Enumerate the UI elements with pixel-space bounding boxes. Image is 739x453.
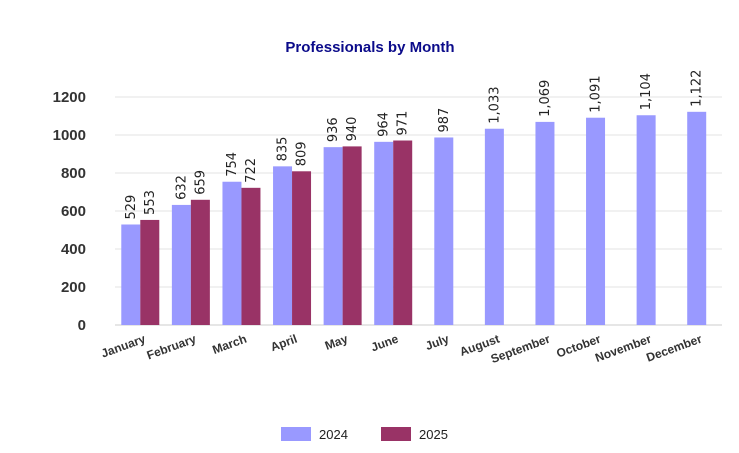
data-label: 659 [193,170,208,195]
bar-2024-february [171,204,191,325]
y-tick-label: 0 [78,317,86,334]
bar-2024-january [121,224,141,325]
data-label: 1,069 [538,80,553,117]
x-tick-label: February [145,332,198,363]
bar-2025-february [190,199,210,325]
data-labels: 529 553 632 659 754 722 835 809 936 940 964 971 987 1… [124,70,705,220]
bar-2024-march [222,181,242,325]
legend-label-2024: 2024 [319,427,348,442]
x-tick-label: May [323,332,350,353]
x-tick-label: April [269,332,299,355]
x-tick-label: November [593,332,653,365]
data-label: 964 [377,112,392,137]
bar-2024-july [434,137,454,325]
data-label: 1,122 [690,70,705,107]
y-tick-label: 1200 [53,89,86,106]
data-label: 1,104 [639,73,654,110]
bar-2024-september [535,121,555,325]
bar-2025-january [140,219,160,325]
data-label: 1,033 [487,87,502,124]
y-axis-tick-labels: 0 200 400 600 800 1000 1200 [53,89,86,334]
bar-2024-december [687,111,707,325]
x-tick-label: June [369,332,400,355]
legend-label-2025: 2025 [419,427,448,442]
bar-2025-may [342,146,362,325]
gridlines [115,96,722,326]
data-label: 553 [143,190,158,215]
data-label: 722 [244,158,259,183]
data-label: 835 [276,137,291,162]
data-label: 809 [295,141,310,166]
data-label: 936 [326,117,341,142]
bar-2024-august [484,128,504,325]
y-tick-label: 800 [61,165,86,182]
x-tick-label: December [644,332,704,365]
data-label: 940 [345,117,360,142]
legend: 2024 2025 [281,427,448,442]
bar-2025-june [393,140,413,325]
chart-title: Professionals by Month [285,39,454,56]
bar-2025-march [241,187,261,325]
data-label: 1,091 [589,75,604,112]
bar-2024-october [586,117,606,326]
data-label: 987 [437,108,452,133]
bar-2024-april [273,166,293,325]
x-tick-label: January [99,332,147,361]
x-tick-label: July [423,332,451,353]
x-tick-label: March [210,332,248,357]
y-tick-label: 200 [61,279,86,296]
bar-2024-november [636,115,656,326]
bar-2024-june [374,141,394,325]
y-tick-label: 400 [61,241,86,258]
bars [121,111,707,326]
data-label: 971 [396,111,411,136]
legend-swatch-2024 [281,427,311,441]
y-tick-label: 600 [61,203,86,220]
bar-2025-april [292,171,312,325]
y-tick-label: 1000 [53,127,86,144]
data-label: 529 [124,195,139,220]
legend-swatch-2025 [381,427,411,441]
data-label: 632 [174,175,189,200]
bar-2024-may [323,147,343,325]
data-label: 754 [225,152,240,177]
